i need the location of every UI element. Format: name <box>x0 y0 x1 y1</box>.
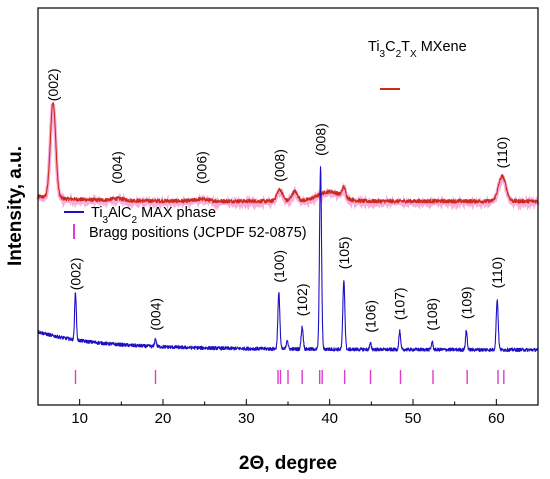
legend-mxene-t: T <box>401 39 410 55</box>
x-tick-label-50: 50 <box>405 410 422 427</box>
series-layer <box>36 102 540 353</box>
legend-mxene-c: C <box>385 39 395 55</box>
peak-label-s0-1: (004) <box>109 151 125 184</box>
series-0-shadow <box>36 103 540 212</box>
peak-label-s0-3: (008) <box>272 149 288 182</box>
legend-max-alc: AlC <box>108 205 131 221</box>
peak-label-s1-8: (107) <box>392 287 408 320</box>
legend-mxene-sub2: 2 <box>396 49 402 60</box>
legend-max-end: MAX phase <box>137 205 216 221</box>
series-0-line <box>37 102 539 204</box>
series-1-line <box>37 166 539 353</box>
peak-label-s1-6: (105) <box>336 237 352 270</box>
x-ticks: 10 20 30 40 50 60 <box>37 399 539 427</box>
x-tick-label-40: 40 <box>321 410 338 427</box>
peak-label-s0-2: (006) <box>193 151 209 184</box>
y-axis-title: Intensity, a.u. <box>5 146 26 266</box>
legend-max-sub1: 3 <box>103 215 109 226</box>
peak-label-s1-9: (108) <box>424 298 440 331</box>
x-tick-label-10: 10 <box>71 410 88 427</box>
legend-mxene-sub1: 3 <box>380 49 386 60</box>
bragg-ticks <box>74 370 505 384</box>
legend-mxene-end: MXene <box>417 39 467 55</box>
peak-label-s0-7: (110) <box>494 137 510 169</box>
peak-label-s1-4: (102) <box>294 284 310 317</box>
peak-label-s1-11: (110) <box>489 257 505 289</box>
peak-label-s1-2: (100) <box>271 250 287 283</box>
legend-mxene-ti: Ti <box>368 39 380 55</box>
legend-max-sub2: 2 <box>131 215 137 226</box>
legend-max-label: Ti3AlC2 MAX phase <box>91 205 216 226</box>
x-axis-title: 2Θ, degree <box>239 453 337 474</box>
peak-labels: (002) (004) (006) (008) (110) (002) (004) (100)… <box>45 69 510 333</box>
peak-label-s1-5: (008) <box>313 123 329 156</box>
legend-mxene-sub3: X <box>410 49 417 60</box>
peak-label-s1-1: (004) <box>148 298 164 331</box>
legend-bragg-label: Bragg positions (JCPDF 52-0875) <box>89 225 307 241</box>
x-tick-label-60: 60 <box>488 410 505 427</box>
peak-label-s1-10: (109) <box>458 286 474 319</box>
x-tick-label-20: 20 <box>155 410 172 427</box>
peak-label-s1-0: (002) <box>68 258 84 291</box>
legend-mxene-label: Ti3C2TX MXene <box>368 39 467 60</box>
peak-label-s1-7: (106) <box>363 300 379 333</box>
legend-max-ti: Ti <box>91 205 103 221</box>
x-tick-label-30: 30 <box>238 410 255 427</box>
peak-label-s0-0: (002) <box>45 69 61 102</box>
